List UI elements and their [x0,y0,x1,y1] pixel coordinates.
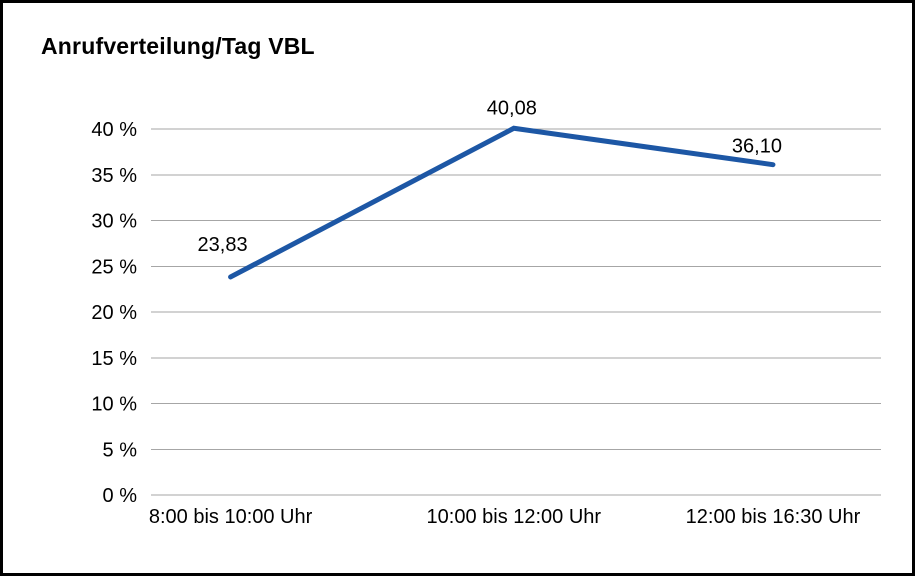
y-tick-label: 20 % [91,302,137,324]
data-value-label: 36,10 [732,136,782,158]
y-tick-label: 5 % [103,439,138,461]
y-tick-label: 10 % [91,394,137,416]
data-value-label: 23,83 [198,234,248,256]
y-tick-label: 0 % [103,485,138,507]
y-tick-label: 40 % [91,119,137,141]
y-tick-label: 15 % [91,348,137,370]
line-chart: 0 % 5 % 10 % 15 % 20 % 25 % 30 % 35 % 40 % 8:00 b… [91,97,881,528]
chart-title: Anrufverteilung/Tag VBL [41,33,315,59]
x-category-label: 10:00 bis 12:00 Uhr [427,506,602,528]
y-tick-label: 25 % [91,256,137,278]
y-tick-label: 35 % [91,165,137,187]
series-line [228,125,776,280]
x-category-label: 8:00 bis 10:00 Uhr [149,506,313,528]
y-tick-label: 30 % [91,211,137,233]
data-value-label: 40,08 [487,97,537,119]
x-category-label: 12:00 bis 16:30 Uhr [686,506,861,528]
